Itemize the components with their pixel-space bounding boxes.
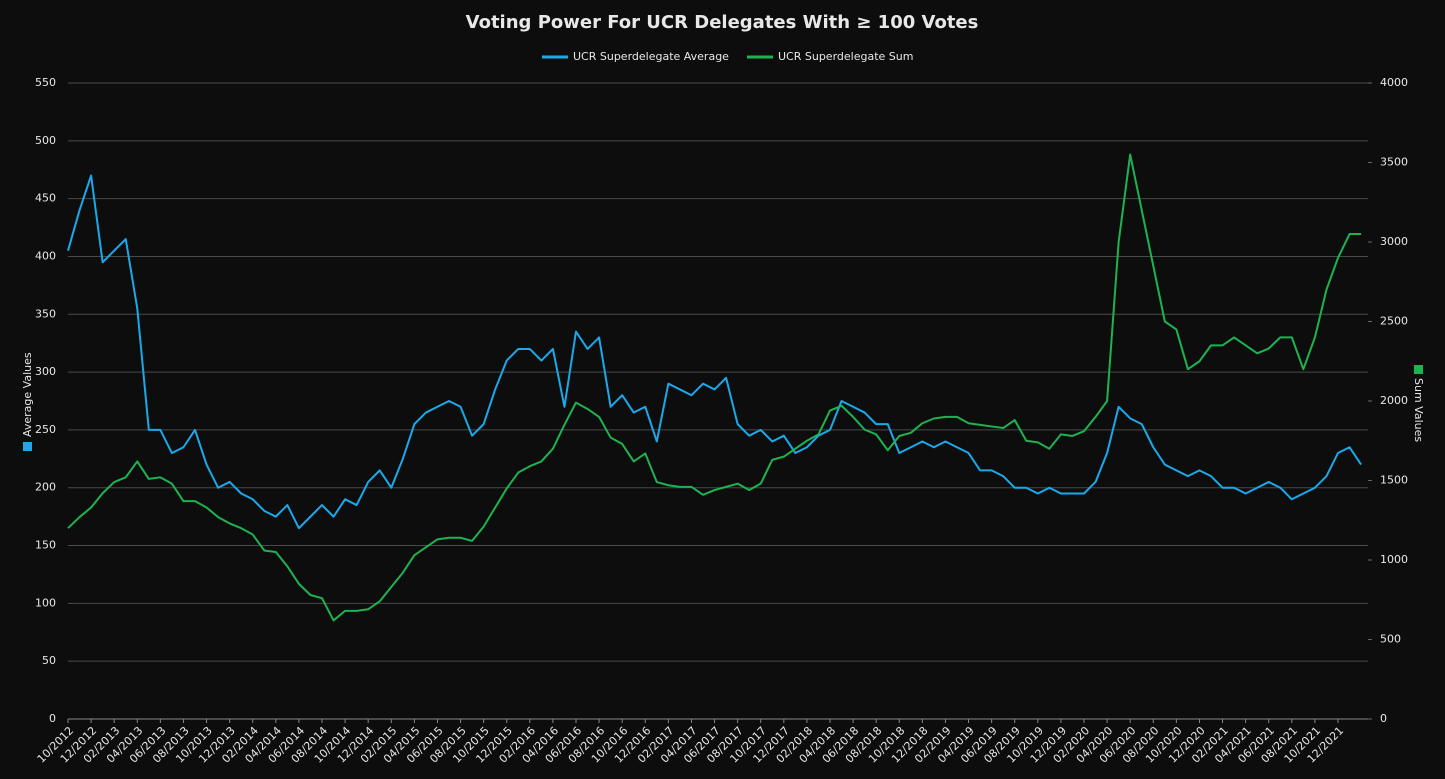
y2-tick-label: 3500 [1380,156,1408,169]
y-tick-label: 0 [49,712,56,725]
y-tick-label: 250 [35,423,56,436]
y2-axis-swatch [1414,365,1423,374]
y-tick-label: 550 [35,76,56,89]
y-axis-swatch [23,442,32,451]
y2-tick-label: 3000 [1380,235,1408,248]
series-line [67,174,1362,530]
y2-axis-title: Sum Values [1412,365,1425,442]
chart-title: Voting Power For UCR Delegates With ≥ 10… [466,12,979,33]
legend-label: UCR Superdelegate Sum [778,50,913,63]
y-tick-label: 400 [35,249,56,262]
y2-tick-label: 4000 [1380,76,1408,89]
y2-tick-label: 500 [1380,633,1401,646]
y2-tick-label: 1500 [1380,474,1408,487]
y2-axis-label: Sum Values [1412,378,1425,442]
y2-tick-label: 1000 [1380,553,1408,566]
y-tick-label: 350 [35,307,56,320]
y-tick-label: 300 [35,365,56,378]
y2-tick-label: 2500 [1380,315,1408,328]
y-tick-label: 200 [35,481,56,494]
y2-tick-label: 0 [1380,712,1387,725]
y-tick-label: 50 [42,654,56,667]
plot-area [68,83,1368,719]
y2-tick-label: 2000 [1380,394,1408,407]
series-line [67,153,1362,622]
y-tick-label: 100 [35,596,56,609]
y-tick-label: 450 [35,192,56,205]
y-tick-label: 500 [35,134,56,147]
y-axis-title: Average Values [21,352,34,451]
y-axis-label: Average Values [21,352,34,437]
legend-label: UCR Superdelegate Average [573,50,729,63]
y-tick-label: 150 [35,539,56,552]
